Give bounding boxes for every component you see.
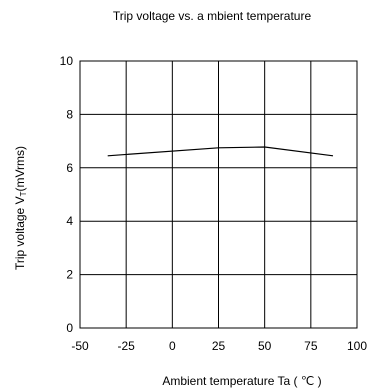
axis-layer: -50 -25 0 25 50 75 100 0 2 4 6 8 10 [60,54,368,353]
x-tick-label-4: 50 [258,339,272,353]
y-axis-title-main: Trip voltage V [13,196,27,270]
y-tick-label-1: 2 [66,268,73,282]
series-layer [107,146,334,157]
y-tick-label-0: 0 [66,321,73,335]
grid-layer [80,61,357,328]
text-layer: Trip voltage vs. a mbient temperature Am… [13,9,322,388]
x-tick-label-2: 0 [169,339,176,353]
chart-title: Trip voltage vs. a mbient temperature [113,9,312,23]
y-axis-title-subscript: T [19,191,28,196]
y-tick-label-2: 4 [66,214,73,228]
plot-frame [79,60,358,329]
x-tick-label-5: 75 [304,339,318,353]
y-axis-title: Trip voltage VT(mVrms) [13,146,28,270]
y-tick-label-4: 8 [66,107,73,121]
x-tick-label-3: 25 [212,339,226,353]
x-tick-label-1: -25 [117,339,135,353]
y-tick-label-5: 10 [60,54,74,68]
y-tick-label-3: 6 [66,161,73,175]
y-axis-title-suffix: (mVrms) [13,146,27,192]
x-tick-label-0: -50 [71,339,89,353]
x-tick-label-6: 100 [347,339,367,353]
series-line-0 [107,146,334,157]
x-axis-title: Ambient temperature Ta ( ℃ ) [162,374,321,388]
